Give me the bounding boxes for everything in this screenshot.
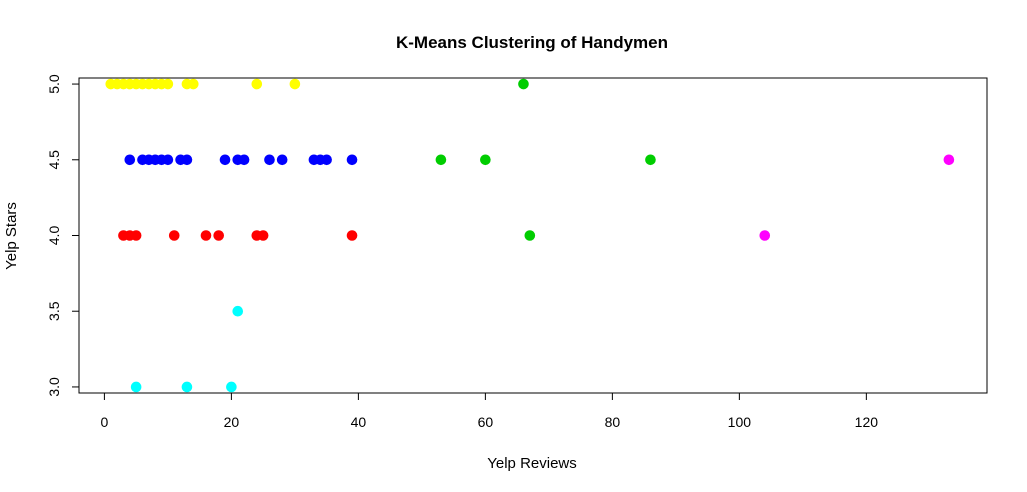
data-point <box>181 381 193 393</box>
data-point <box>524 230 536 241</box>
x-axis: 0 20 40 60 80 100 120 <box>101 392 879 430</box>
data-point <box>257 230 269 241</box>
y-tick-label: 3.0 <box>46 377 62 397</box>
data-point <box>435 154 447 166</box>
x-axis-label: Yelp Reviews <box>487 455 577 472</box>
x-tick-label: 40 <box>351 414 367 430</box>
data-point <box>480 154 491 166</box>
y-axis: 3.0 3.5 4.0 4.5 5.0 <box>46 74 80 397</box>
y-tick-label: 4.0 <box>46 226 62 246</box>
x-tick-label: 120 <box>855 414 879 430</box>
data-point <box>162 78 174 90</box>
data-point <box>518 78 529 90</box>
data-point <box>187 78 199 90</box>
x-tick-label: 60 <box>478 414 494 430</box>
data-point <box>232 305 244 317</box>
data-point <box>213 230 224 241</box>
data-point <box>130 230 142 241</box>
x-tick-label: 20 <box>224 414 240 430</box>
data-point <box>346 230 358 241</box>
data-point <box>943 154 955 166</box>
x-tick-label: 80 <box>605 414 621 430</box>
data-point <box>645 154 656 166</box>
y-tick-label: 4.5 <box>46 150 62 170</box>
data-point <box>238 154 250 166</box>
x-tick-label: 0 <box>101 414 109 430</box>
data-point <box>162 154 174 166</box>
chart-title: K-Means Clustering of Handymen <box>396 33 668 52</box>
data-point <box>168 230 180 241</box>
data-point <box>181 154 193 166</box>
data-point <box>124 154 136 166</box>
y-tick-label: 3.5 <box>46 301 62 321</box>
data-point <box>321 154 332 166</box>
data-point <box>251 78 263 90</box>
data-point <box>276 154 288 166</box>
data-point <box>200 230 212 241</box>
x-tick-label: 100 <box>728 414 752 430</box>
y-tick-label: 5.0 <box>46 74 62 94</box>
data-point <box>264 154 275 166</box>
y-axis-label: Yelp Stars <box>3 202 20 270</box>
data-point <box>289 78 301 90</box>
data-point <box>219 154 231 166</box>
data-point <box>130 381 142 393</box>
data-point <box>759 230 771 241</box>
data-point <box>226 381 237 393</box>
data-points <box>105 78 955 393</box>
data-point <box>346 154 358 166</box>
